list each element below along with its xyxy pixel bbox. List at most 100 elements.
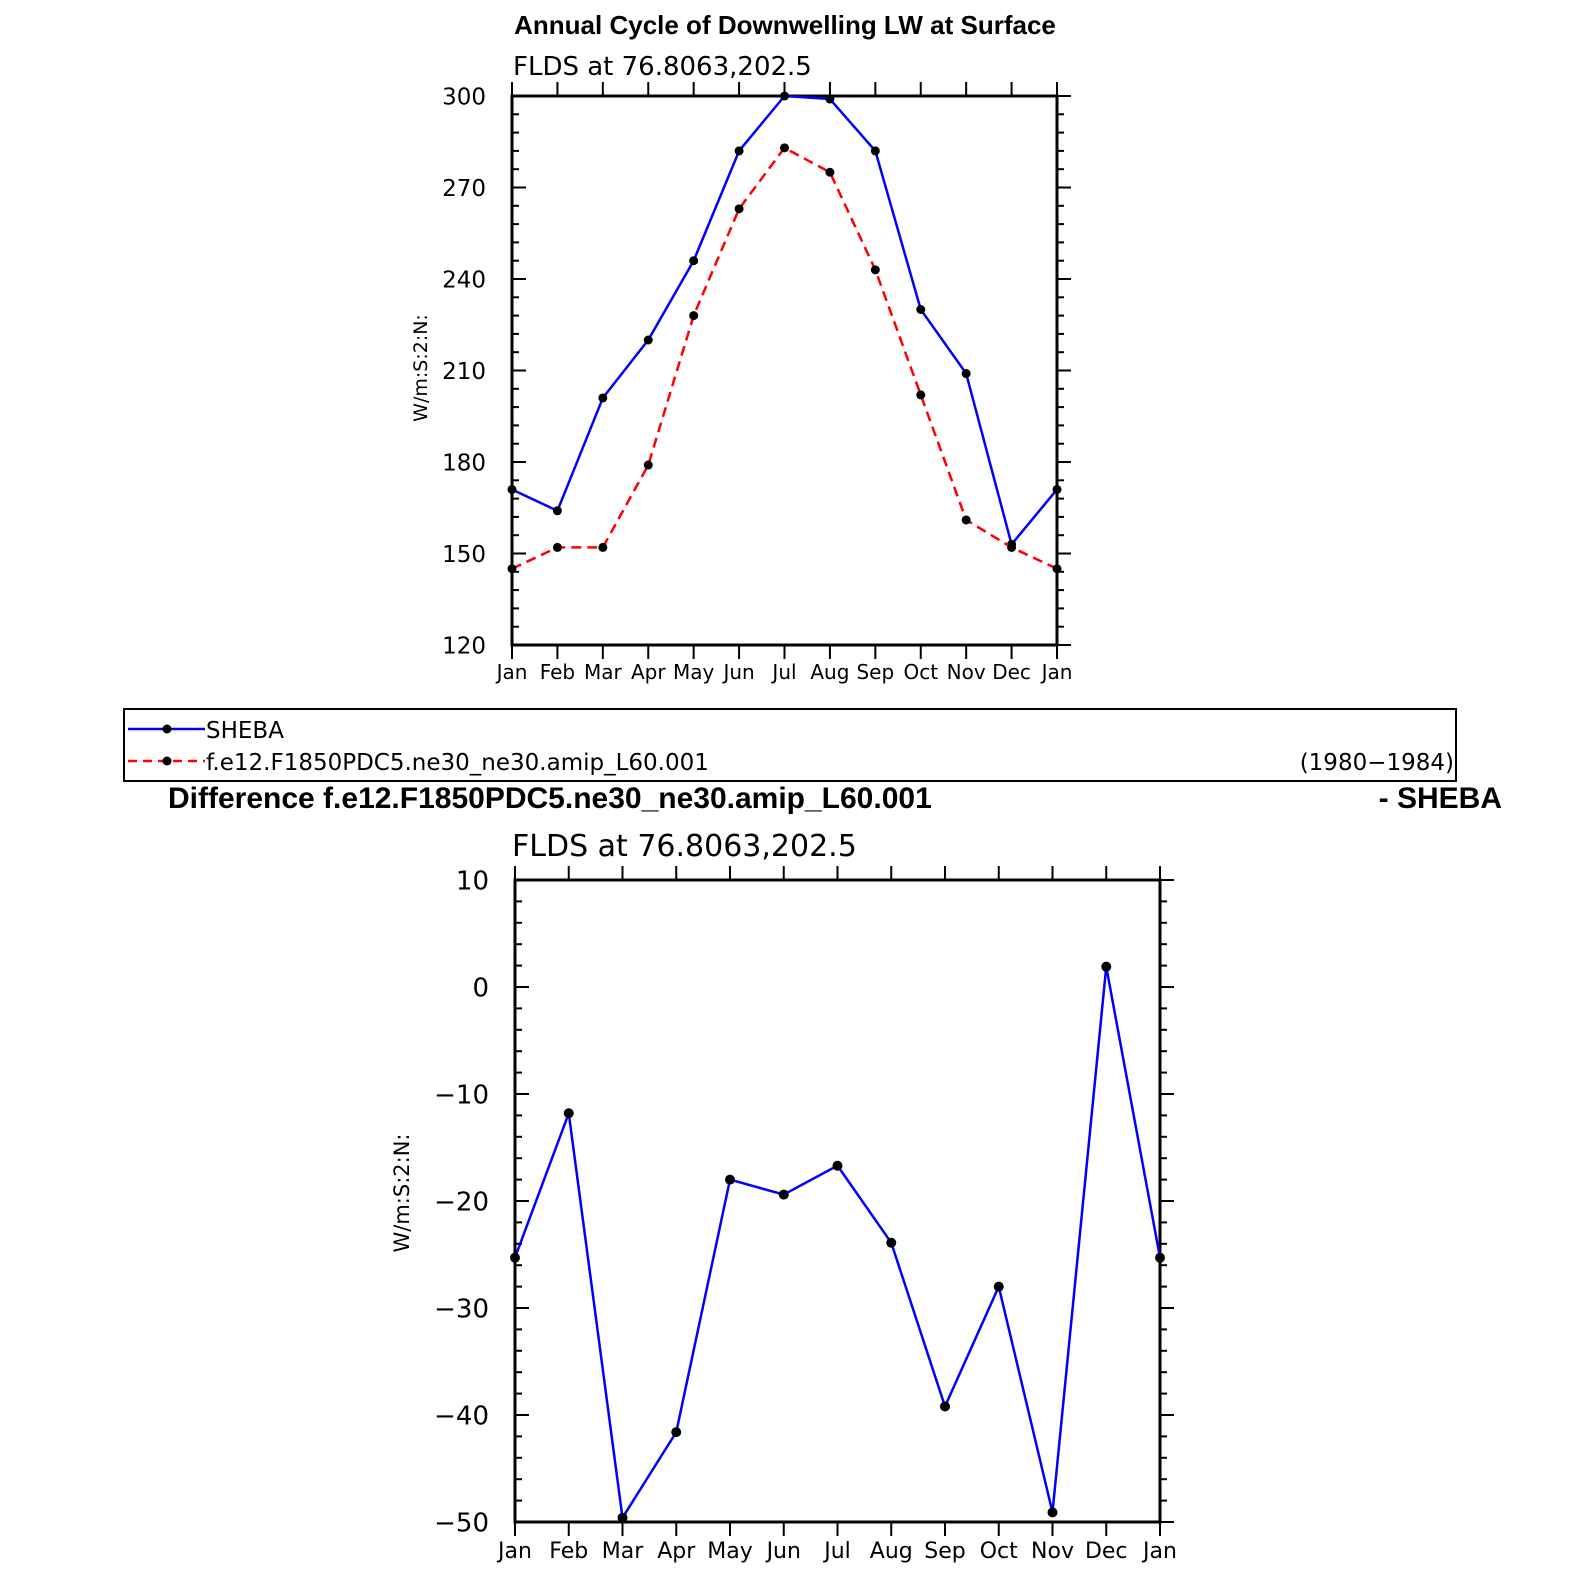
top-y-tick-label: 150	[442, 542, 486, 568]
bottom-chart-subtitle: FLDS at 76.8063,202.5	[512, 829, 857, 864]
bottom-x-tick-label: Nov	[1031, 1539, 1074, 1564]
bottom-x-tick-label: Apr	[657, 1539, 696, 1564]
top-series-1-point	[643, 460, 653, 470]
top-series-0-point	[916, 305, 926, 314]
legend: SHEBA f.e12.F1850PDC5.ne30_ne30.amip_L60…	[123, 708, 1457, 782]
bottom-y-tick-label: −20	[434, 1187, 489, 1217]
bottom-series-0-point	[832, 1160, 843, 1171]
bottom-x-tick-label: Jan	[1141, 1539, 1177, 1564]
top-series-1-point	[961, 515, 971, 525]
top-series-0-point	[689, 256, 699, 266]
bottom-series-0-point	[725, 1174, 735, 1185]
top-plot-frame	[510, 94, 1059, 647]
top-x-tick-label: Aug	[810, 660, 849, 684]
top-series-0-point	[507, 484, 517, 494]
top-x-tick-label: Jun	[721, 660, 754, 684]
legend-sheba-marker	[162, 724, 172, 734]
bottom-x-tick-label: Jan	[496, 1539, 532, 1564]
top-series-1-point	[780, 143, 789, 153]
bottom-series-line-0	[513, 966, 1162, 1522]
top-series-line-0	[511, 94, 1058, 548]
top-series-1-point	[734, 204, 744, 214]
top-series-0-point	[870, 146, 880, 156]
top-series-line-1	[511, 146, 1058, 570]
bottom-x-tick-label: Jun	[765, 1539, 801, 1564]
bottom-y-tick-label: 0	[472, 973, 489, 1003]
top-series-0-point	[780, 91, 789, 101]
bottom-y-tick-label: −40	[434, 1401, 489, 1431]
diff-title-right: - SHEBA	[1379, 782, 1502, 815]
top-chart-ylabel: W/m:S:2:N:	[410, 314, 432, 422]
legend-box	[123, 708, 1457, 782]
bottom-series-0-point	[671, 1427, 682, 1438]
bottom-x-tick-label: Jul	[822, 1539, 851, 1564]
bottom-series-0-point	[778, 1189, 789, 1200]
bottom-x-tick-label: Mar	[602, 1539, 644, 1564]
legend-model-marker	[162, 756, 172, 766]
top-x-tick-label: Feb	[540, 660, 575, 684]
legend-period: (1980−1984)	[1300, 750, 1454, 776]
top-series-0-point	[734, 146, 744, 156]
top-series-0-point	[1052, 484, 1062, 494]
top-series-1-point	[689, 311, 699, 321]
bottom-series-0-point	[993, 1281, 1004, 1292]
top-series-1-point	[1007, 542, 1017, 552]
bottom-line-chart: Jan Feb Mar Apr May Jun Jul Aug Sep Oct Nov Dec Jan−…	[434, 866, 1177, 1564]
top-x-tick-label: Sep	[856, 660, 894, 684]
top-series-0-point	[643, 335, 653, 345]
bottom-y-tick-label: 10	[456, 866, 489, 896]
bottom-series-0-point	[1047, 1507, 1058, 1518]
bottom-series-0-point	[886, 1237, 897, 1248]
top-y-tick-label: 180	[442, 450, 486, 476]
bottom-x-tick-label: Aug	[870, 1539, 913, 1564]
bottom-series-0-point	[510, 1252, 520, 1263]
top-series-1-point	[598, 542, 608, 552]
legend-sheba-label: SHEBA	[206, 718, 284, 744]
top-series-1-point	[1052, 564, 1062, 574]
top-series-1-point	[552, 542, 562, 552]
top-y-tick-label: 240	[442, 267, 486, 293]
top-series-1-point	[916, 390, 926, 400]
top-x-tick-label: May	[673, 660, 715, 684]
top-x-tick-label: Mar	[584, 660, 623, 684]
top-y-tick-label: 210	[442, 359, 486, 385]
top-series-1-point	[870, 265, 880, 275]
bottom-x-tick-label: Feb	[549, 1539, 588, 1564]
bottom-series-0-point	[940, 1401, 950, 1412]
top-series-0-point	[552, 506, 562, 516]
top-series-0-point	[825, 94, 835, 104]
top-series-1-point	[507, 564, 517, 574]
bottom-y-tick-label: −30	[434, 1294, 489, 1324]
top-x-tick-label: Jan	[495, 660, 528, 684]
bottom-x-tick-label: May	[707, 1539, 752, 1564]
bottom-y-tick-label: −50	[434, 1508, 489, 1538]
top-y-tick-label: 270	[442, 176, 486, 202]
top-series-1-point	[825, 167, 835, 177]
top-series-0-point	[598, 393, 608, 403]
bottom-x-tick-label: Oct	[980, 1539, 1018, 1564]
bottom-series-0-point	[1101, 961, 1112, 972]
bottom-x-tick-label: Sep	[924, 1539, 965, 1564]
bottom-series-0-point	[617, 1512, 628, 1523]
top-x-tick-label: Apr	[631, 660, 666, 684]
main-title: Annual Cycle of Downwelling LW at Surfac…	[514, 10, 1056, 40]
top-y-tick-label: 120	[442, 633, 486, 659]
bottom-x-tick-label: Dec	[1085, 1539, 1128, 1564]
top-chart-subtitle: FLDS at 76.8063,202.5	[513, 52, 812, 82]
bottom-y-tick-label: −10	[434, 1080, 489, 1110]
legend-model-label: f.e12.F1850PDC5.ne30_ne30.amip_L60.001	[206, 750, 709, 776]
top-x-tick-label: Dec	[992, 660, 1031, 684]
top-x-tick-label: Nov	[947, 660, 986, 684]
top-x-tick-label: Oct	[903, 660, 938, 684]
bottom-series-0-point	[563, 1108, 574, 1119]
bottom-chart-ylabel: W/m:S:2:N:	[390, 1134, 414, 1253]
top-x-tick-label: Jan	[1040, 660, 1073, 684]
top-x-tick-label: Jul	[770, 660, 796, 684]
top-series-0-point	[961, 369, 971, 379]
bottom-plot-frame	[513, 878, 1162, 1524]
top-y-tick-label: 300	[442, 84, 486, 110]
bottom-series-0-point	[1155, 1252, 1165, 1263]
top-line-chart: Jan Feb Mar Apr May Jun Jul Aug Sep Oct Nov Dec Jan 1…	[442, 82, 1072, 684]
diff-title-left: Difference f.e12.F1850PDC5.ne30_ne30.ami…	[168, 782, 932, 815]
